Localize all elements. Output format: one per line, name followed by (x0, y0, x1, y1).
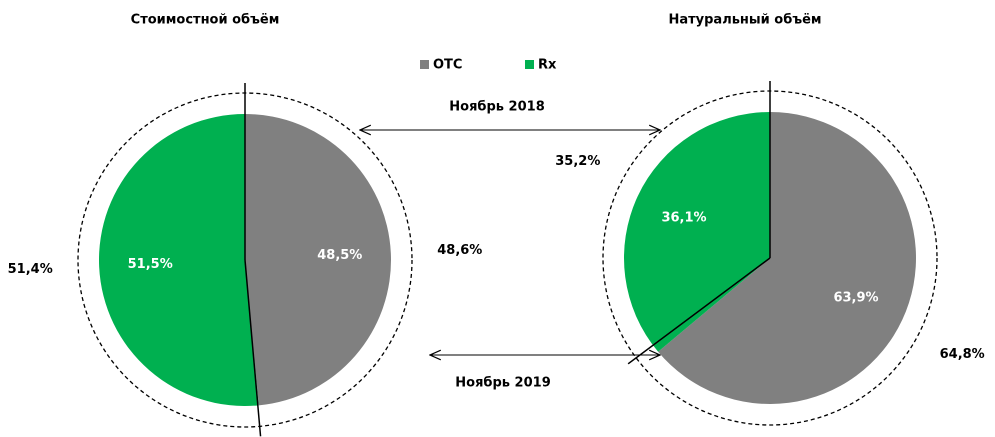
pie-slice (658, 112, 916, 404)
value-label: 48,5% (317, 248, 362, 263)
annotation: Ноябрь 2019 (455, 376, 550, 391)
legend-swatch (420, 60, 429, 69)
pie-slice (623, 111, 770, 352)
chart-title: Стоимостной объём (131, 13, 280, 28)
annotation: Ноябрь 2018 (449, 100, 544, 115)
value-label: 63,9% (833, 291, 878, 306)
chart-title: Натуральный объём (668, 13, 821, 28)
value-label: 64,8% (940, 347, 985, 362)
ring-divider (627, 257, 771, 365)
value-label: 36,1% (661, 210, 706, 225)
value-label: 48,6% (437, 243, 482, 258)
value-label: 51,5% (128, 257, 173, 272)
legend-swatch (525, 60, 534, 69)
pie-slice (98, 114, 259, 406)
ring-divider (244, 259, 262, 437)
value-label: 51,4% (8, 262, 53, 277)
legend-label: OTC (433, 58, 462, 73)
value-label: 35,2% (555, 154, 600, 169)
legend: OTC Rx (420, 58, 557, 73)
pie-slice (245, 114, 391, 406)
legend-label: Rx (538, 58, 557, 73)
